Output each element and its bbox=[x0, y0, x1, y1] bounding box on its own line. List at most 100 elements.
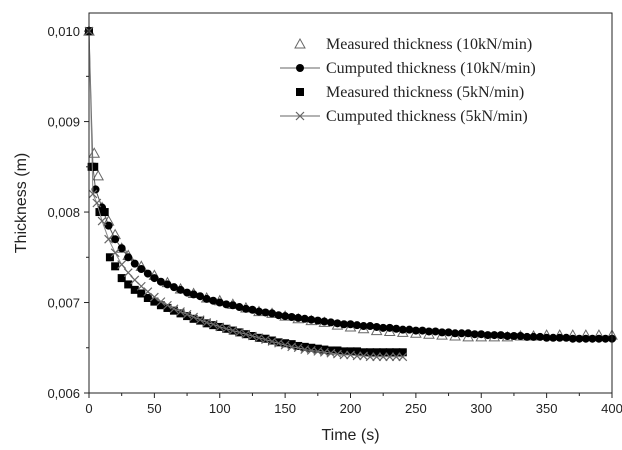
y-tick-label: 0,007 bbox=[47, 296, 80, 311]
data-point-x bbox=[372, 352, 382, 362]
data-point-x bbox=[254, 333, 264, 343]
data-point-circle bbox=[235, 303, 244, 312]
data-point-circle bbox=[588, 334, 597, 343]
data-point-x-stroke bbox=[92, 198, 102, 208]
data-point-x-stroke bbox=[339, 350, 349, 360]
data-point-square bbox=[296, 88, 304, 96]
data-point-x-stroke bbox=[117, 260, 127, 269]
data-point-x-stroke bbox=[149, 292, 159, 302]
data-point-circle bbox=[601, 334, 610, 343]
data-point-x bbox=[189, 312, 199, 322]
data-point-circle bbox=[581, 334, 590, 343]
data-point-square bbox=[261, 334, 270, 343]
data-point-circle bbox=[444, 328, 453, 337]
data-point-x bbox=[267, 337, 277, 346]
x-tick-label: 350 bbox=[536, 401, 558, 416]
data-point-x bbox=[97, 216, 107, 226]
data-point-x-stroke bbox=[267, 337, 277, 346]
data-point-x-stroke bbox=[182, 309, 192, 319]
data-point-x bbox=[398, 352, 408, 362]
data-point-square bbox=[90, 162, 99, 171]
data-point-circle bbox=[398, 325, 407, 334]
data-point-x bbox=[248, 331, 257, 341]
data-point-circle bbox=[503, 332, 512, 340]
data-point-circle bbox=[261, 308, 270, 317]
data-point-circle bbox=[405, 325, 414, 334]
data-point-circle bbox=[431, 327, 440, 336]
data-point-x bbox=[88, 189, 98, 199]
data-point-square bbox=[111, 262, 120, 271]
data-point-x-stroke bbox=[385, 352, 395, 362]
data-point-square bbox=[268, 336, 277, 345]
data-point-x bbox=[163, 300, 172, 310]
data-point-triangle bbox=[92, 169, 105, 181]
data-point-circle bbox=[150, 274, 159, 283]
data-point-x-stroke bbox=[228, 326, 238, 335]
data-point-square bbox=[294, 341, 303, 350]
data-point-circle bbox=[268, 309, 277, 318]
data-point-x bbox=[261, 335, 270, 345]
data-point-x bbox=[176, 307, 185, 316]
data-point-square bbox=[143, 294, 152, 302]
data-point-circle bbox=[438, 328, 447, 337]
data-point-circle bbox=[359, 322, 368, 331]
data-point-circle bbox=[124, 253, 133, 262]
legend-item-3: Measured thickness (5kN/min) bbox=[296, 84, 524, 101]
data-point-circle bbox=[542, 333, 551, 342]
data-point-square bbox=[156, 301, 165, 310]
plot-area bbox=[83, 25, 618, 362]
x-tick-label: 300 bbox=[470, 401, 492, 416]
data-point-square bbox=[274, 338, 283, 347]
data-point-square bbox=[287, 340, 296, 349]
data-point-square bbox=[100, 208, 109, 217]
data-point-circle bbox=[457, 329, 466, 338]
data-point-circle bbox=[353, 321, 362, 330]
data-point-circle bbox=[91, 185, 100, 194]
data-point-square bbox=[196, 316, 205, 325]
data-point-square bbox=[150, 297, 159, 306]
data-point-square bbox=[346, 347, 355, 356]
data-point-circle bbox=[137, 265, 146, 274]
legend-item-1: Measured thickness (10kN/min) bbox=[294, 36, 532, 53]
series-2 bbox=[85, 27, 616, 343]
data-point-circle bbox=[156, 277, 165, 286]
data-point-circle bbox=[470, 330, 479, 339]
x-tick-label: 50 bbox=[147, 401, 161, 416]
data-point-x bbox=[117, 260, 127, 269]
legend: Measured thickness (10kN/min) Cumputed th… bbox=[280, 36, 536, 125]
data-point-circle bbox=[183, 288, 192, 297]
data-point-circle bbox=[254, 307, 263, 316]
data-point-x bbox=[221, 324, 231, 334]
data-point-square bbox=[353, 347, 362, 356]
data-point-square bbox=[105, 253, 114, 262]
data-point-circle bbox=[509, 332, 518, 340]
data-point-circle bbox=[346, 320, 355, 329]
data-point-x bbox=[385, 352, 395, 362]
data-point-x bbox=[143, 287, 153, 297]
data-point-triangle bbox=[294, 37, 306, 49]
data-point-x-stroke bbox=[143, 287, 153, 297]
data-point-circle bbox=[169, 283, 178, 292]
data-point-x-stroke bbox=[261, 335, 270, 345]
x-axis-title: Time (s) bbox=[321, 427, 379, 444]
data-point-circle bbox=[307, 315, 316, 324]
legend-item-4: Cumputed thickness (5kN/min) bbox=[280, 108, 528, 125]
data-point-x-stroke bbox=[215, 322, 225, 332]
data-point-x-stroke bbox=[378, 352, 388, 362]
x-tick-label: 200 bbox=[340, 401, 362, 416]
data-point-x-stroke bbox=[123, 268, 133, 278]
data-point-x bbox=[156, 297, 166, 307]
data-point-circle bbox=[379, 323, 388, 332]
data-point-circle bbox=[209, 296, 218, 305]
data-point-x-stroke bbox=[398, 352, 408, 362]
data-point-circle bbox=[418, 326, 427, 335]
data-point-circle bbox=[248, 305, 257, 314]
data-point-square bbox=[320, 345, 329, 354]
data-point-circle bbox=[189, 290, 198, 299]
data-point-x-stroke bbox=[208, 319, 218, 329]
legend-label: Measured thickness (5kN/min) bbox=[326, 84, 524, 101]
data-point-square bbox=[339, 347, 348, 356]
x-tick-label: 250 bbox=[405, 401, 427, 416]
data-point-circle bbox=[366, 322, 375, 331]
data-point-x bbox=[136, 281, 146, 291]
